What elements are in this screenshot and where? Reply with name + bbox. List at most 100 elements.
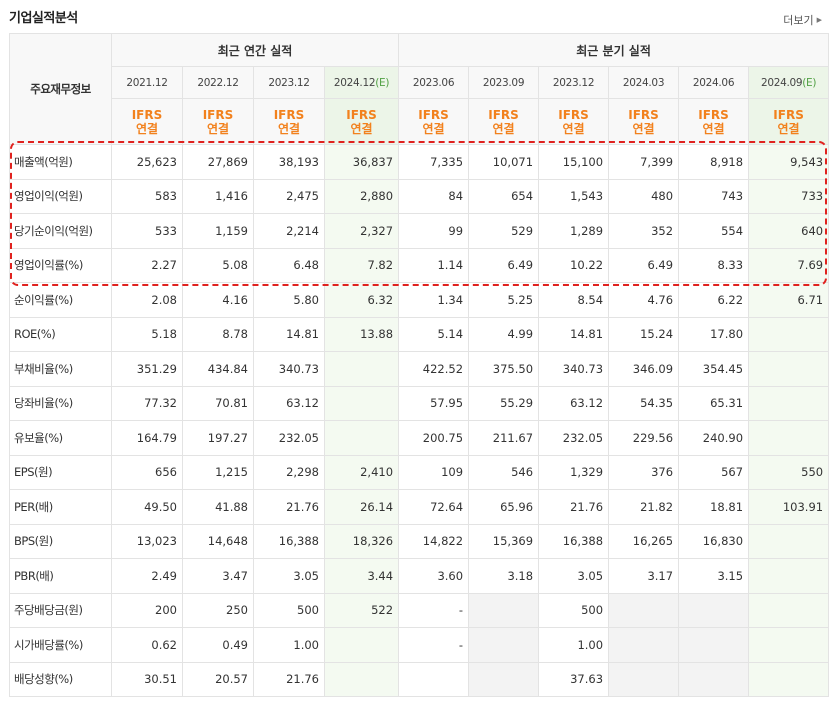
row-label: ROE(%) — [9, 316, 112, 352]
table-cell: 0.62 — [111, 627, 183, 663]
table-cell: 1,159 — [182, 213, 254, 249]
ifrs-label: IFRS 연결 — [608, 98, 680, 145]
table-cell: 197.27 — [182, 420, 254, 456]
table-cell: 733 — [748, 178, 830, 214]
table-cell — [398, 661, 470, 697]
table-cell: 2,327 — [323, 213, 400, 249]
table-cell: 529 — [468, 213, 540, 249]
table-cell: 5.08 — [182, 247, 254, 283]
table-cell: 376 — [608, 454, 680, 490]
table-cell: 6.48 — [253, 247, 325, 283]
table-row: EPS(원) 656 1,215 2,298 2,410 109 546 1,329 376 56… — [9, 454, 830, 490]
table-cell: 15.24 — [608, 316, 680, 352]
row-label: EPS(원) — [9, 454, 112, 490]
table-cell — [678, 627, 750, 663]
table-cell: 375.50 — [468, 351, 540, 387]
table-cell: 434.84 — [182, 351, 254, 387]
table-cell: 6.32 — [323, 282, 400, 318]
table-cell — [748, 627, 830, 663]
period-header: 2023.12 — [253, 66, 325, 99]
row-label: 매출액(억원) — [9, 144, 112, 180]
table-cell: 65.96 — [468, 489, 540, 525]
table-cell: 2,410 — [323, 454, 400, 490]
row-label: 영업이익률(%) — [9, 247, 112, 283]
row-label: 부채비율(%) — [9, 351, 112, 387]
table-cell: 18,326 — [323, 523, 400, 559]
table-cell: 3.18 — [468, 558, 540, 594]
table-cell — [468, 661, 540, 697]
table-cell: 211.67 — [468, 420, 540, 456]
table-row: 당기순이익(억원) 533 1,159 2,214 2,327 99 529 1,289 352… — [9, 213, 830, 249]
table-cell: 72.64 — [398, 489, 470, 525]
table-cell: 14,648 — [182, 523, 254, 559]
table-cell: 70.81 — [182, 385, 254, 421]
table-cell: 17.80 — [678, 316, 750, 352]
table-row: 당좌비율(%) 77.32 70.81 63.12 57.95 55.29 63.12 54.… — [9, 385, 830, 421]
table-cell: 109 — [398, 454, 470, 490]
more-label: 더보기 — [783, 14, 814, 27]
table-cell: 8.33 — [678, 247, 750, 283]
table-cell: 654 — [468, 178, 540, 214]
table-cell: - — [398, 627, 470, 663]
ifrs-label: IFRS 연결 — [538, 98, 610, 145]
table-cell: 5.25 — [468, 282, 540, 318]
table-cell: 6.49 — [468, 247, 540, 283]
table-cell: 1,215 — [182, 454, 254, 490]
table-row: PBR(배) 2.49 3.47 3.05 3.44 3.60 3.18 3.05 3.17 3.… — [9, 558, 830, 594]
table-cell: 5.14 — [398, 316, 470, 352]
table-cell — [323, 661, 400, 697]
table-cell: 3.05 — [253, 558, 325, 594]
table-cell: 240.90 — [678, 420, 750, 456]
table-cell: 20.57 — [182, 661, 254, 697]
table-cell: 36,837 — [323, 144, 400, 180]
table-cell — [608, 661, 680, 697]
table-cell: 656 — [111, 454, 183, 490]
table-cell: 63.12 — [538, 385, 610, 421]
table-cell: 99 — [398, 213, 470, 249]
table-cell: 7.69 — [748, 247, 830, 283]
table-cell: 8,918 — [678, 144, 750, 180]
more-link[interactable]: 더보기 ▶ — [783, 12, 822, 28]
table-cell — [748, 592, 830, 628]
section-title: 기업실적분석 — [9, 11, 78, 26]
table-cell — [748, 385, 830, 421]
table-cell: 37.63 — [538, 661, 610, 697]
quarter-group-header: 최근 분기 실적 — [398, 33, 830, 67]
table-cell: 164.79 — [111, 420, 183, 456]
table-cell: 0.49 — [182, 627, 254, 663]
table-cell: 16,265 — [608, 523, 680, 559]
table-cell: 63.12 — [253, 385, 325, 421]
table-cell: 743 — [678, 178, 750, 214]
triangle-right-icon: ▶ — [816, 16, 822, 24]
table-cell: 8.54 — [538, 282, 610, 318]
row-label: 유보율(%) — [9, 420, 112, 456]
table-cell: 346.09 — [608, 351, 680, 387]
ifrs-label: IFRS 연결 — [111, 98, 183, 145]
table-cell: 546 — [468, 454, 540, 490]
table-cell — [608, 592, 680, 628]
table-cell: 2,214 — [253, 213, 325, 249]
table-cell: 57.95 — [398, 385, 470, 421]
table-cell: 500 — [253, 592, 325, 628]
table-cell: 21.76 — [538, 489, 610, 525]
table-cell: 1.00 — [538, 627, 610, 663]
ifrs-label: IFRS 연결 — [182, 98, 254, 145]
table-cell: 49.50 — [111, 489, 183, 525]
table-cell — [323, 351, 400, 387]
table-cell: 7,335 — [398, 144, 470, 180]
table-cell: 54.35 — [608, 385, 680, 421]
table-cell: 26.14 — [323, 489, 400, 525]
table-cell — [748, 661, 830, 697]
table-body: 매출액(억원) 25,623 27,869 38,193 36,837 7,335 10,0… — [9, 144, 830, 697]
table-cell — [748, 351, 830, 387]
row-label: PBR(배) — [9, 558, 112, 594]
row-label: 시가배당률(%) — [9, 627, 112, 663]
table-row: BPS(원) 13,023 14,648 16,388 18,326 14,822 15,3… — [9, 523, 830, 559]
table-row: 매출액(억원) 25,623 27,869 38,193 36,837 7,335 10,0… — [9, 144, 830, 180]
table-cell: 3.60 — [398, 558, 470, 594]
table-row: 영업이익률(%) 2.27 5.08 6.48 7.82 1.14 6.49 10.22 6.4… — [9, 247, 830, 283]
table-cell: 229.56 — [608, 420, 680, 456]
table-cell: 1,329 — [538, 454, 610, 490]
table-cell: 522 — [323, 592, 400, 628]
table-cell: 5.18 — [111, 316, 183, 352]
